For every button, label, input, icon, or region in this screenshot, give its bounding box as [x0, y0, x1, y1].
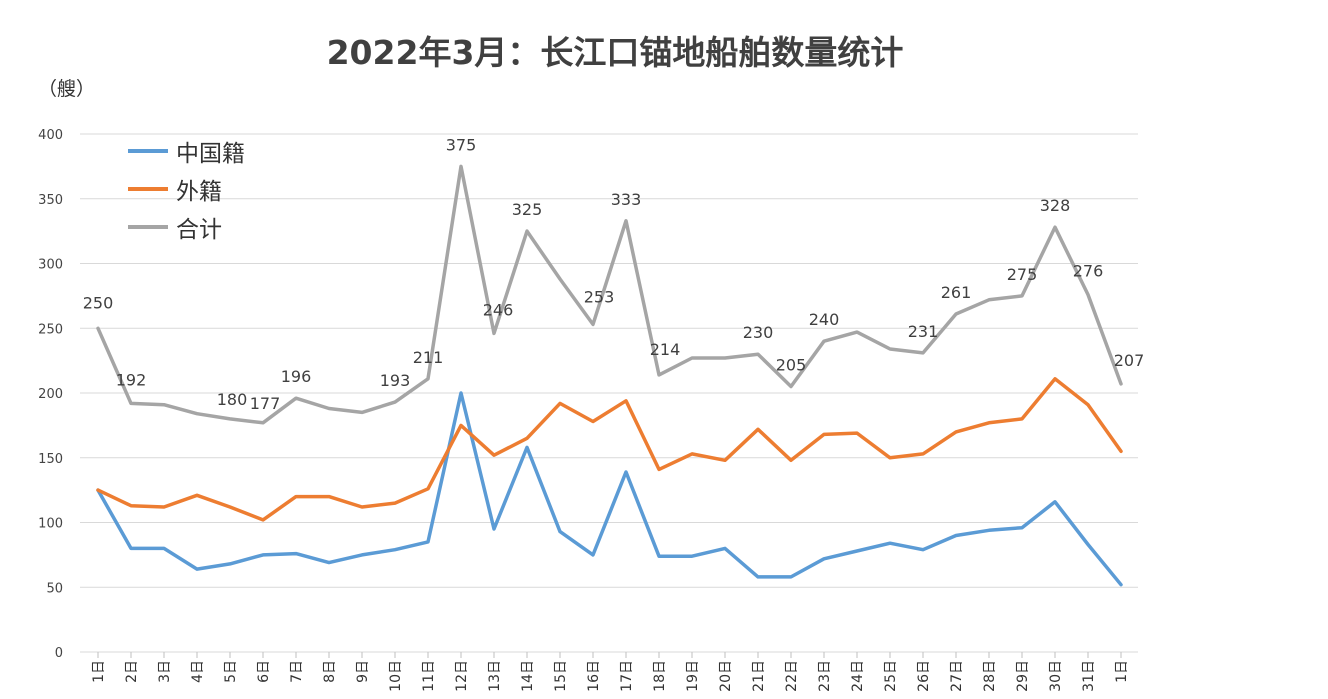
x-tick-label: 31日	[1081, 660, 1097, 692]
x-tick-label: 15日	[553, 660, 569, 692]
y-tick-label: 400	[38, 128, 63, 143]
legend-label-china: 中国籍	[176, 141, 245, 167]
x-tick-label: 23日	[817, 660, 833, 692]
data-label: 333	[611, 190, 642, 209]
series-line-2	[96, 164, 1123, 425]
data-label: 214	[650, 340, 681, 359]
data-label: 246	[483, 300, 514, 319]
x-tick-label: 26日	[916, 660, 932, 692]
legend-item-total: 合计	[128, 208, 245, 246]
x-tick-label: 16日	[586, 660, 602, 692]
legend-label-total: 合计	[176, 217, 222, 243]
data-label: 240	[809, 310, 840, 329]
x-tick-label: 20日	[718, 660, 734, 692]
x-tick-label: 12日	[454, 660, 470, 692]
x-tick-label: 13日	[487, 660, 503, 692]
y-tick-label: 0	[55, 646, 63, 661]
x-tick-label: 30日	[1048, 660, 1064, 692]
x-tick-label: 17日	[619, 660, 635, 692]
x-tick-label: 4日	[190, 660, 206, 683]
y-tick-label: 300	[38, 258, 63, 273]
x-tick-label: 27日	[949, 660, 965, 692]
legend-swatch-foreign	[128, 187, 168, 191]
x-tick-label: 19日	[685, 660, 701, 692]
data-label: 230	[743, 323, 774, 342]
series-line-0	[96, 391, 1123, 587]
legend-item-china: 中国籍	[128, 132, 245, 170]
data-label: 211	[413, 348, 444, 367]
x-tick-label: 10日	[388, 660, 404, 692]
x-tick-label: 28日	[982, 660, 998, 692]
x-tick-label: 21日	[751, 660, 767, 692]
data-label: 207	[1114, 351, 1145, 370]
x-tick-label: 5日	[223, 660, 239, 683]
data-label: 196	[281, 367, 312, 386]
data-label: 253	[584, 287, 615, 306]
data-label: 275	[1007, 265, 1038, 284]
y-tick-label: 150	[38, 452, 63, 467]
data-label: 328	[1040, 196, 1071, 215]
data-label: 192	[116, 370, 147, 389]
legend-item-foreign: 外籍	[128, 170, 245, 208]
x-tick-label: 9日	[355, 660, 371, 683]
x-tick-label: 8日	[322, 660, 338, 683]
chart-title: 2022年3月：长江口锚地船舶数量统计	[326, 33, 904, 72]
legend: 中国籍 外籍 合计	[128, 132, 245, 246]
x-tick-label: 25日	[883, 660, 899, 692]
x-tick-label: 1日	[1114, 660, 1130, 683]
x-tick-label: 22日	[784, 660, 800, 692]
x-tick-label: 24日	[850, 660, 866, 692]
series-line-1	[96, 377, 1123, 522]
data-label: 193	[380, 371, 411, 390]
data-label: 180	[217, 390, 248, 409]
y-tick-label: 100	[38, 517, 63, 532]
legend-swatch-total	[128, 225, 168, 229]
legend-swatch-china	[128, 149, 168, 153]
x-tick-label: 29日	[1015, 660, 1031, 692]
y-tick-label: 350	[38, 193, 63, 208]
y-axis-unit: （艘）	[38, 78, 96, 100]
x-tick-label: 7日	[289, 660, 305, 683]
x-tick-label: 1日	[91, 660, 107, 683]
data-label: 231	[908, 322, 939, 341]
data-label: 375	[446, 135, 477, 154]
data-label: 276	[1073, 262, 1104, 281]
x-tick-label: 6日	[256, 660, 272, 683]
data-label: 177	[250, 394, 281, 413]
x-tick-label: 11日	[421, 660, 437, 692]
data-label: 205	[776, 356, 807, 375]
y-tick-label: 200	[38, 387, 63, 402]
data-label: 250	[83, 293, 114, 312]
legend-label-foreign: 外籍	[176, 179, 222, 205]
x-tick-label: 18日	[652, 660, 668, 692]
data-label: 261	[941, 283, 972, 302]
data-label: 325	[512, 200, 543, 219]
x-tick-label: 14日	[520, 660, 536, 692]
x-tick-label: 2日	[124, 660, 140, 683]
y-tick-label: 50	[46, 581, 63, 596]
y-tick-label: 250	[38, 322, 63, 337]
x-tick-label: 3日	[157, 660, 173, 683]
